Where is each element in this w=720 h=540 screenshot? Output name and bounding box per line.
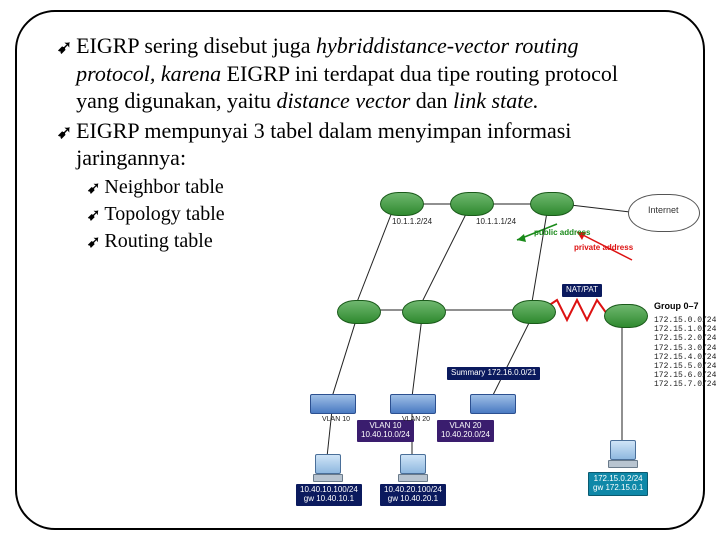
- ip: 172.15.3.0/24: [654, 344, 716, 353]
- summary-label: Summary 172.16.0.0/21: [447, 367, 540, 380]
- pc-ip-label: 10.40.10.100/24 gw 10.40.10.1: [296, 484, 362, 506]
- ip: 172.15.1.0/24: [654, 325, 716, 334]
- sub-bullet-2-text: Topology table: [104, 201, 224, 228]
- private-address-label: private address: [570, 242, 637, 255]
- router-icon: [530, 192, 574, 216]
- bullet-marker-icon: ➹: [87, 178, 100, 200]
- router-ip: 10.1.1.1/24: [472, 216, 520, 229]
- bullet-2-text: EIGRP mempunyai 3 tabel dalam menyimpan …: [76, 117, 636, 172]
- switch-icon: [390, 394, 436, 414]
- router-ip: 10.1.1.2/24: [388, 216, 436, 229]
- ip: 172.15.5.0/24: [654, 362, 716, 371]
- switch-icon: [470, 394, 516, 414]
- router-icon: [512, 300, 556, 324]
- cloud-label: Internet: [644, 204, 683, 218]
- bullet-marker-icon: ➹: [87, 205, 100, 227]
- bullet-1-text: EIGRP sering disebut juga hybriddistance…: [76, 32, 636, 115]
- pc-ip-label: 10.40.20.100/24 gw 10.40.20.1: [380, 484, 446, 506]
- pc-icon: [312, 454, 342, 480]
- ip: 172.15.2.0/24: [654, 334, 716, 343]
- bullet-marker-icon: ➹: [57, 36, 72, 59]
- pc-icon: [607, 440, 637, 466]
- t: link state.: [453, 88, 539, 113]
- t: distance vector: [277, 88, 411, 113]
- bullet-marker-icon: ➹: [57, 121, 72, 144]
- t: dan: [410, 88, 453, 113]
- network-diagram: Internet 10.1.1.2/24 10.1.1.1/24 public …: [272, 182, 712, 512]
- vlan-label: VLAN 20 10.40.20.0/24: [437, 420, 494, 442]
- switch-icon: [310, 394, 356, 414]
- group-label: Group 0–7: [650, 300, 703, 314]
- pc-ip-label: 172.15.0.2/24 gw 172.15.0.1: [588, 472, 648, 496]
- ip: 172.15.6.0/24: [654, 371, 716, 380]
- router-icon: [380, 192, 424, 216]
- ip-list: 172.15.0.0/24 172.15.1.0/24 172.15.2.0/2…: [650, 314, 720, 392]
- nat-label: NAT/PAT: [562, 284, 602, 297]
- sub-bullet-1-text: Neighbor table: [104, 174, 223, 201]
- router-icon: [402, 300, 446, 324]
- ip: 172.15.4.0/24: [654, 353, 716, 362]
- switch-label: VLAN 10: [318, 414, 354, 426]
- ip: 172.15.7.0/24: [654, 380, 716, 389]
- router-icon: [450, 192, 494, 216]
- switch-label: VLAN 20: [398, 414, 434, 426]
- t: EIGRP sering disebut juga: [76, 33, 316, 58]
- bullet-marker-icon: ➹: [87, 232, 100, 254]
- router-icon: [337, 300, 381, 324]
- bullet-1: ➹ EIGRP sering disebut juga hybriddistan…: [57, 32, 703, 115]
- bullet-2: ➹ EIGRP mempunyai 3 tabel dalam menyimpa…: [57, 117, 703, 172]
- router-icon: [604, 304, 648, 328]
- ip: 172.15.0.0/24: [654, 316, 716, 325]
- sub-bullet-3-text: Routing table: [104, 228, 212, 255]
- pc-icon: [397, 454, 427, 480]
- public-address-label: public address: [530, 227, 594, 240]
- slide-frame: ➹ EIGRP sering disebut juga hybriddistan…: [15, 10, 705, 530]
